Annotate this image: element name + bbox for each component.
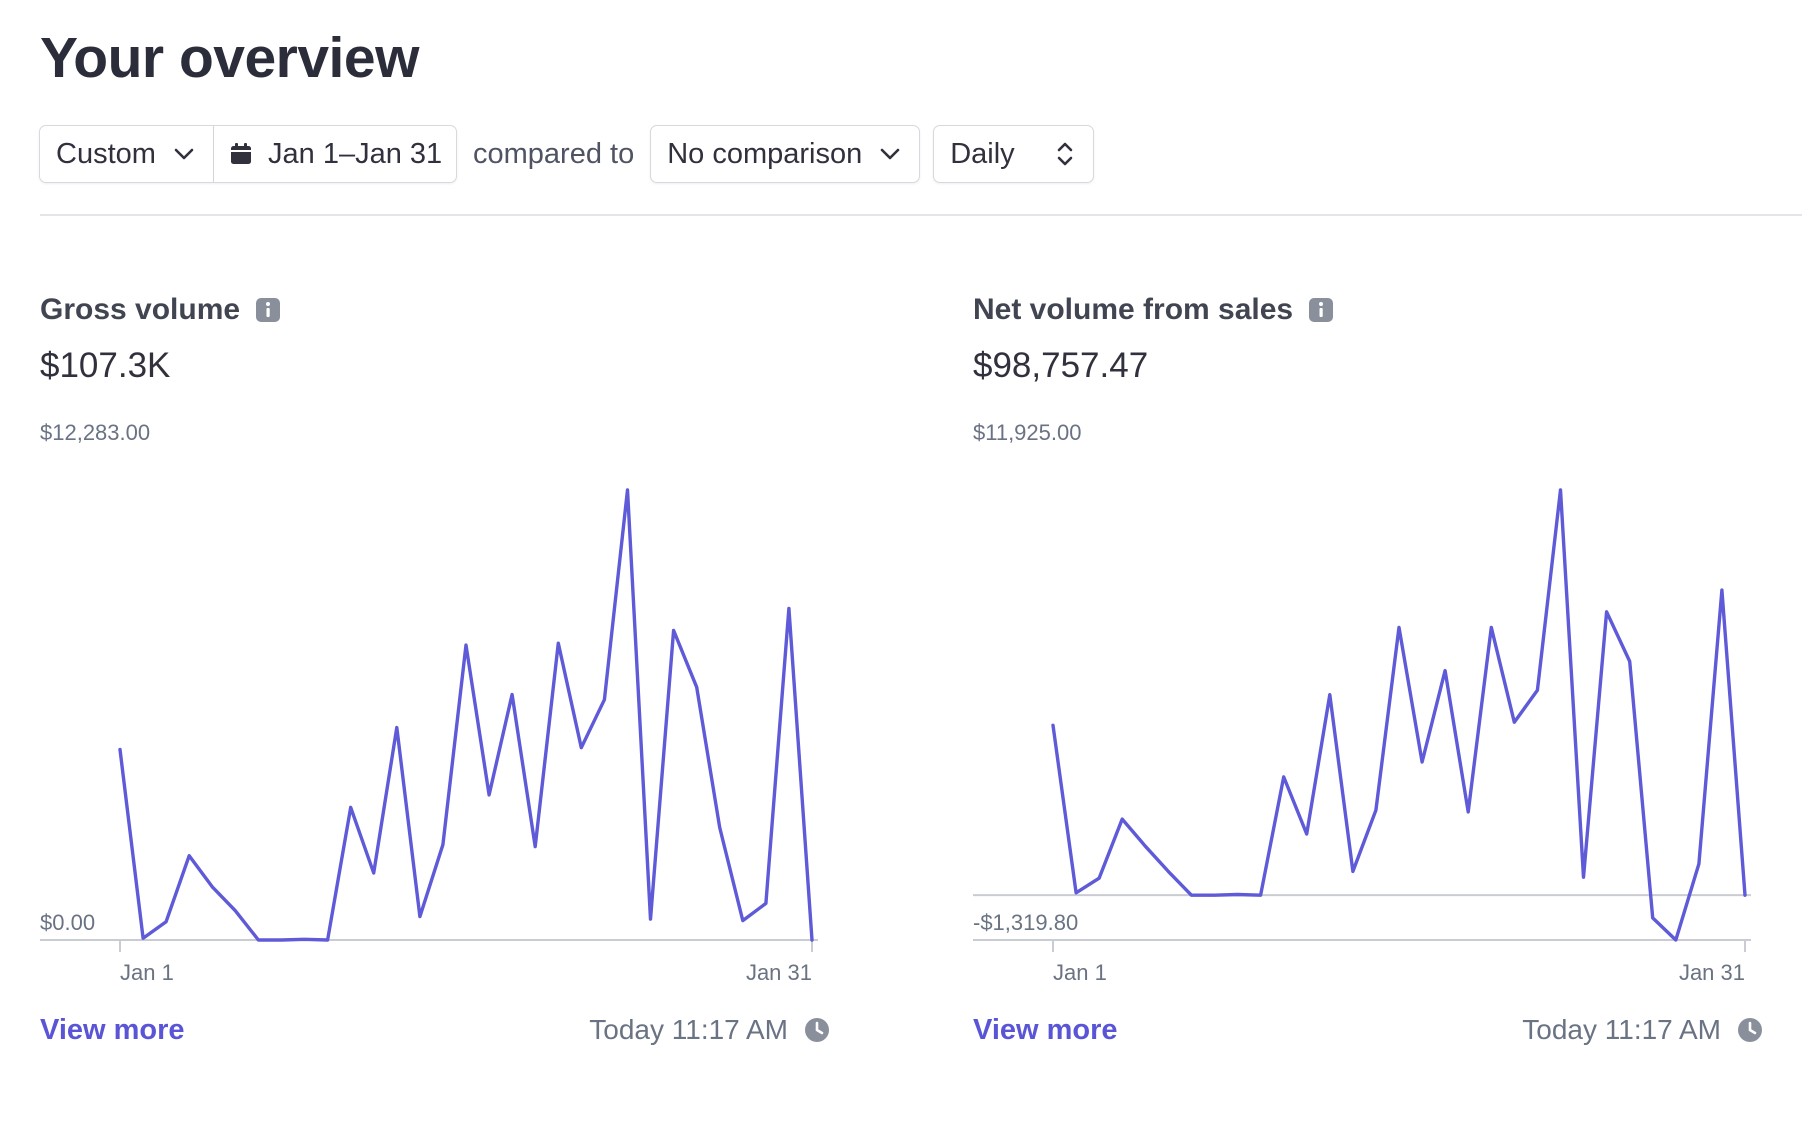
card-value: $98,757.47 [973,346,1149,385]
updated-text: Today 11:17 AM [1522,1014,1721,1045]
chevron-down-icon [880,148,900,160]
y-axis-max-label: $11,925.00 [973,420,1081,445]
updated-timestamp: Today 11:17 AM [1522,1010,1763,1050]
range-preset-label: Custom [56,137,156,170]
card-title: Gross volume [40,290,281,330]
info-icon[interactable] [256,298,281,322]
y-axis-min-label: $0.00 [40,910,95,935]
line-chart: $11,925.00 -$1,319.80 Jan 1 Jan 31 [973,420,1751,985]
clock-icon [1738,1018,1762,1042]
date-range-button[interactable]: Jan 1–Jan 31 [214,125,457,183]
net-volume-card: Net volume from sales $98,757.47 $11,925… [973,290,1763,1070]
x-axis-end-label: Jan 31 [746,960,812,985]
filter-bar: Custom Jan 1–Jan 31 compared to No compa… [39,124,1095,184]
x-axis-end-label: Jan 31 [1679,960,1745,985]
info-icon[interactable] [1309,298,1334,322]
calendar-icon [231,143,251,164]
gross-volume-card: Gross volume $107.3K $12,283.00 $0.00 Jan … [40,290,830,1070]
date-range-group: Custom Jan 1–Jan 31 [39,125,457,183]
updated-timestamp: Today 11:17 AM [589,1010,830,1050]
comparison-dropdown[interactable]: No comparison [650,125,921,183]
view-more-link[interactable]: View more [973,1014,1118,1046]
card-title: Net volume from sales [973,290,1334,330]
compared-to-label: compared to [473,137,635,170]
card-value: $107.3K [40,346,171,385]
comparison-label: No comparison [667,137,863,170]
x-axis-start-label: Jan 1 [1053,960,1107,985]
clock-icon [805,1018,829,1042]
up-down-chevron-icon [1057,142,1072,166]
x-axis-start-label: Jan 1 [120,960,174,985]
date-range-label: Jan 1–Jan 31 [268,137,443,170]
y-axis-max-label: $12,283.00 [40,420,150,445]
interval-select[interactable]: Daily [933,125,1095,183]
view-more-link[interactable]: View more [40,1014,185,1046]
y-axis-min-label: -$1,319.80 [973,910,1078,935]
page-title: Your overview [40,26,419,90]
card-title-text: Gross volume [40,293,241,326]
card-title-text: Net volume from sales [973,293,1294,326]
chevron-down-icon [174,148,194,160]
series-line [1051,488,1747,942]
interval-label: Daily [950,137,1015,170]
line-chart: $12,283.00 $0.00 Jan 1 Jan 31 [40,420,818,985]
updated-text: Today 11:17 AM [589,1014,788,1045]
series-line [118,488,814,942]
section-divider [40,214,1802,216]
range-preset-dropdown[interactable]: Custom [39,125,214,183]
